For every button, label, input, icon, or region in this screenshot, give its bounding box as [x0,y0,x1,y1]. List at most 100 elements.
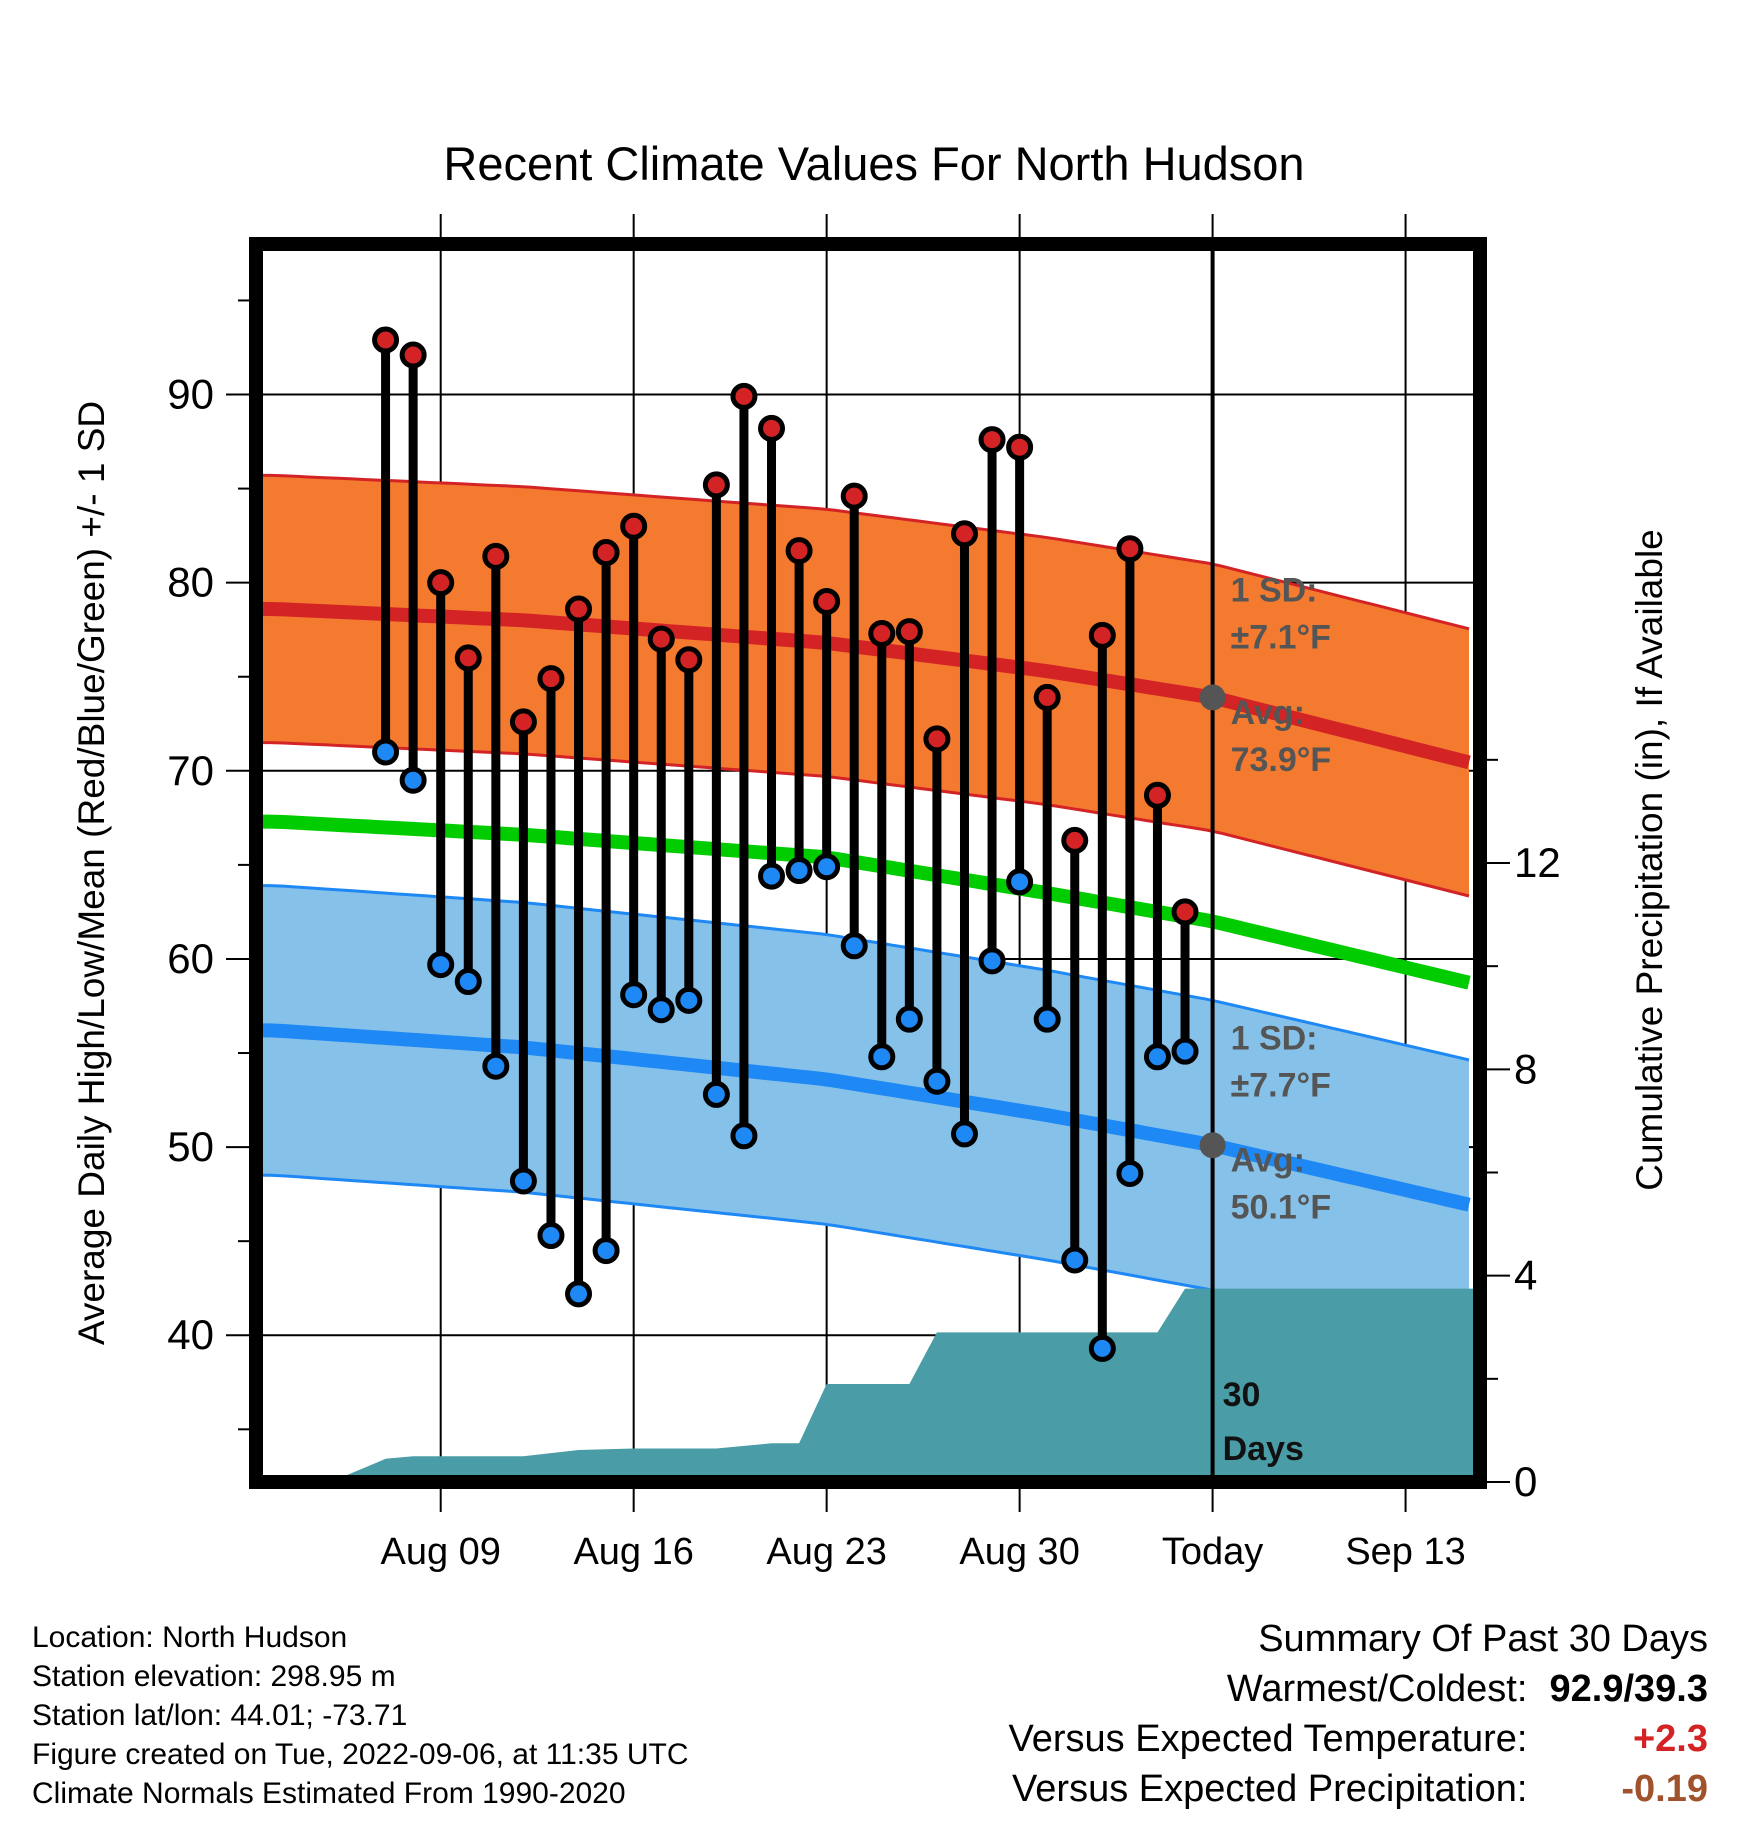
x-tick-label: Aug 16 [573,1531,693,1573]
warmest-value: 92.9/39.3 [1549,1668,1708,1710]
daily-high-point [1006,433,1034,461]
daily-high-point [647,625,675,653]
daily-high-point [730,382,758,410]
daily-low-point [702,1080,730,1108]
warmest-row: Warmest/Coldest: 92.9/39.3 [1009,1664,1708,1714]
daily-low-point [537,1222,565,1250]
normals-text: Climate Normals Estimated From 1990-2020 [32,1777,626,1810]
window-label-days: Days [1223,1430,1304,1468]
y-left-tick-label: 40 [167,1311,214,1358]
station-info: Location: North Hudson Station elevation… [32,1618,689,1813]
y-left-tick-label: 50 [167,1123,214,1170]
daily-low-point [730,1122,758,1150]
window-label-number: 30 [1223,1376,1261,1414]
daily-high-point [702,471,730,499]
daily-high-point [482,542,510,570]
daily-high-point [895,618,923,646]
daily-high-point [537,665,565,693]
daily-low-point [565,1280,593,1308]
daily-high-point [813,587,841,615]
precip-row: Versus Expected Precipitation: -0.19 [1009,1764,1708,1814]
y-right-tick-label: 0 [1514,1458,1537,1505]
precipitation-area [256,1288,1480,1482]
daily-low-point [978,947,1006,975]
daily-low-point [675,986,703,1014]
y-left-tick-label: 80 [167,559,214,606]
x-tick-label: Aug 30 [959,1531,1079,1573]
y-left-axis-label: Average Daily High/Low/Mean (Red/Blue/Gr… [71,401,112,1345]
daily-low-point [427,951,455,979]
y-left-tick-label: 90 [167,371,214,418]
daily-high-point [1171,898,1199,926]
daily-high-point [923,725,951,753]
daily-high-point [509,708,537,736]
daily-high-point [978,426,1006,454]
x-tick-label: Sep 13 [1345,1531,1465,1573]
daily-low-point [1088,1334,1116,1362]
low-avg-value: 50.1°F [1231,1189,1332,1227]
low-sd-label: 1 SD: [1231,1019,1318,1057]
daily-low-point [592,1237,620,1265]
daily-high-point [399,341,427,369]
x-tick-label: Aug 09 [380,1531,500,1573]
daily-high-point [1061,826,1089,854]
daily-high-point [675,646,703,674]
summary-title: Summary Of Past 30 Days [1258,1618,1708,1660]
x-tick-label: Aug 23 [766,1531,886,1573]
daily-low-point [840,932,868,960]
daily-high-point [758,414,786,442]
daily-high-point [950,520,978,548]
daily-low-point [454,968,482,996]
daily-high-point [592,539,620,567]
high-avg-label: Avg: [1231,694,1305,732]
climate-chart: Recent Climate Values For North Hudson 1… [71,137,1670,1600]
daily-low-point [813,853,841,881]
daily-high-point [1143,781,1171,809]
daily-high-point [785,537,813,565]
daily-low-point [868,1043,896,1071]
today-low-avg-marker [1199,1132,1226,1159]
y-right-tick-label: 12 [1514,839,1561,886]
warmest-label: Warmest/Coldest: [1226,1668,1528,1710]
temp-value: +2.3 [1632,1718,1708,1760]
daily-low-point [1171,1037,1199,1065]
daily-low-point [482,1052,510,1080]
temp-label: Versus Expected Temperature: [1008,1718,1528,1760]
daily-high-point [620,512,648,540]
y-right-tick-label: 8 [1514,1045,1537,1092]
high-sd-label: 1 SD: [1231,571,1318,609]
location-text: Location: North Hudson [32,1621,348,1654]
daily-low-point [923,1067,951,1095]
chart-title: Recent Climate Values For North Hudson [443,137,1304,190]
low-sd-value: ±7.7°F [1231,1066,1331,1104]
low-sd-band [256,885,1469,1350]
low-avg-label: Avg: [1231,1142,1305,1180]
daily-high-point [1088,621,1116,649]
daily-low-point [399,766,427,794]
plot-area [256,244,1480,1482]
high-band-lower-edge [256,741,1470,898]
normal-low-line [256,1023,1471,1212]
daily-low-point [758,862,786,890]
daily-low-point [372,738,400,766]
daily-low-point [509,1167,537,1195]
daily-low-point [785,857,813,885]
y-right-tick-label: 4 [1514,1252,1537,1299]
y-right-axis-label: Cumulative Precipitation (in), If Availa… [1629,529,1670,1191]
created-text: Figure created on Tue, 2022-09-06, at 11… [32,1738,689,1771]
daily-low-point [1006,868,1034,896]
daily-low-point [1143,1043,1171,1071]
latlon-text: Station lat/lon: 44.01; -73.71 [32,1699,408,1732]
daily-low-point [1033,1005,1061,1033]
today-high-avg-marker [1199,684,1226,711]
precip-label: Versus Expected Precipitation: [1012,1768,1528,1810]
high-band-upper-edge [256,473,1470,631]
daily-high-point [1116,535,1144,563]
daily-low-point [620,981,648,1009]
precip-value: -0.19 [1621,1768,1708,1810]
summary-panel: Summary Of Past 30 Days Warmest/Coldest:… [1009,1614,1708,1814]
y-left-tick-label: 70 [167,747,214,794]
plot-frame [249,237,1487,1489]
daily-high-point [1033,683,1061,711]
daily-low-point [950,1120,978,1148]
